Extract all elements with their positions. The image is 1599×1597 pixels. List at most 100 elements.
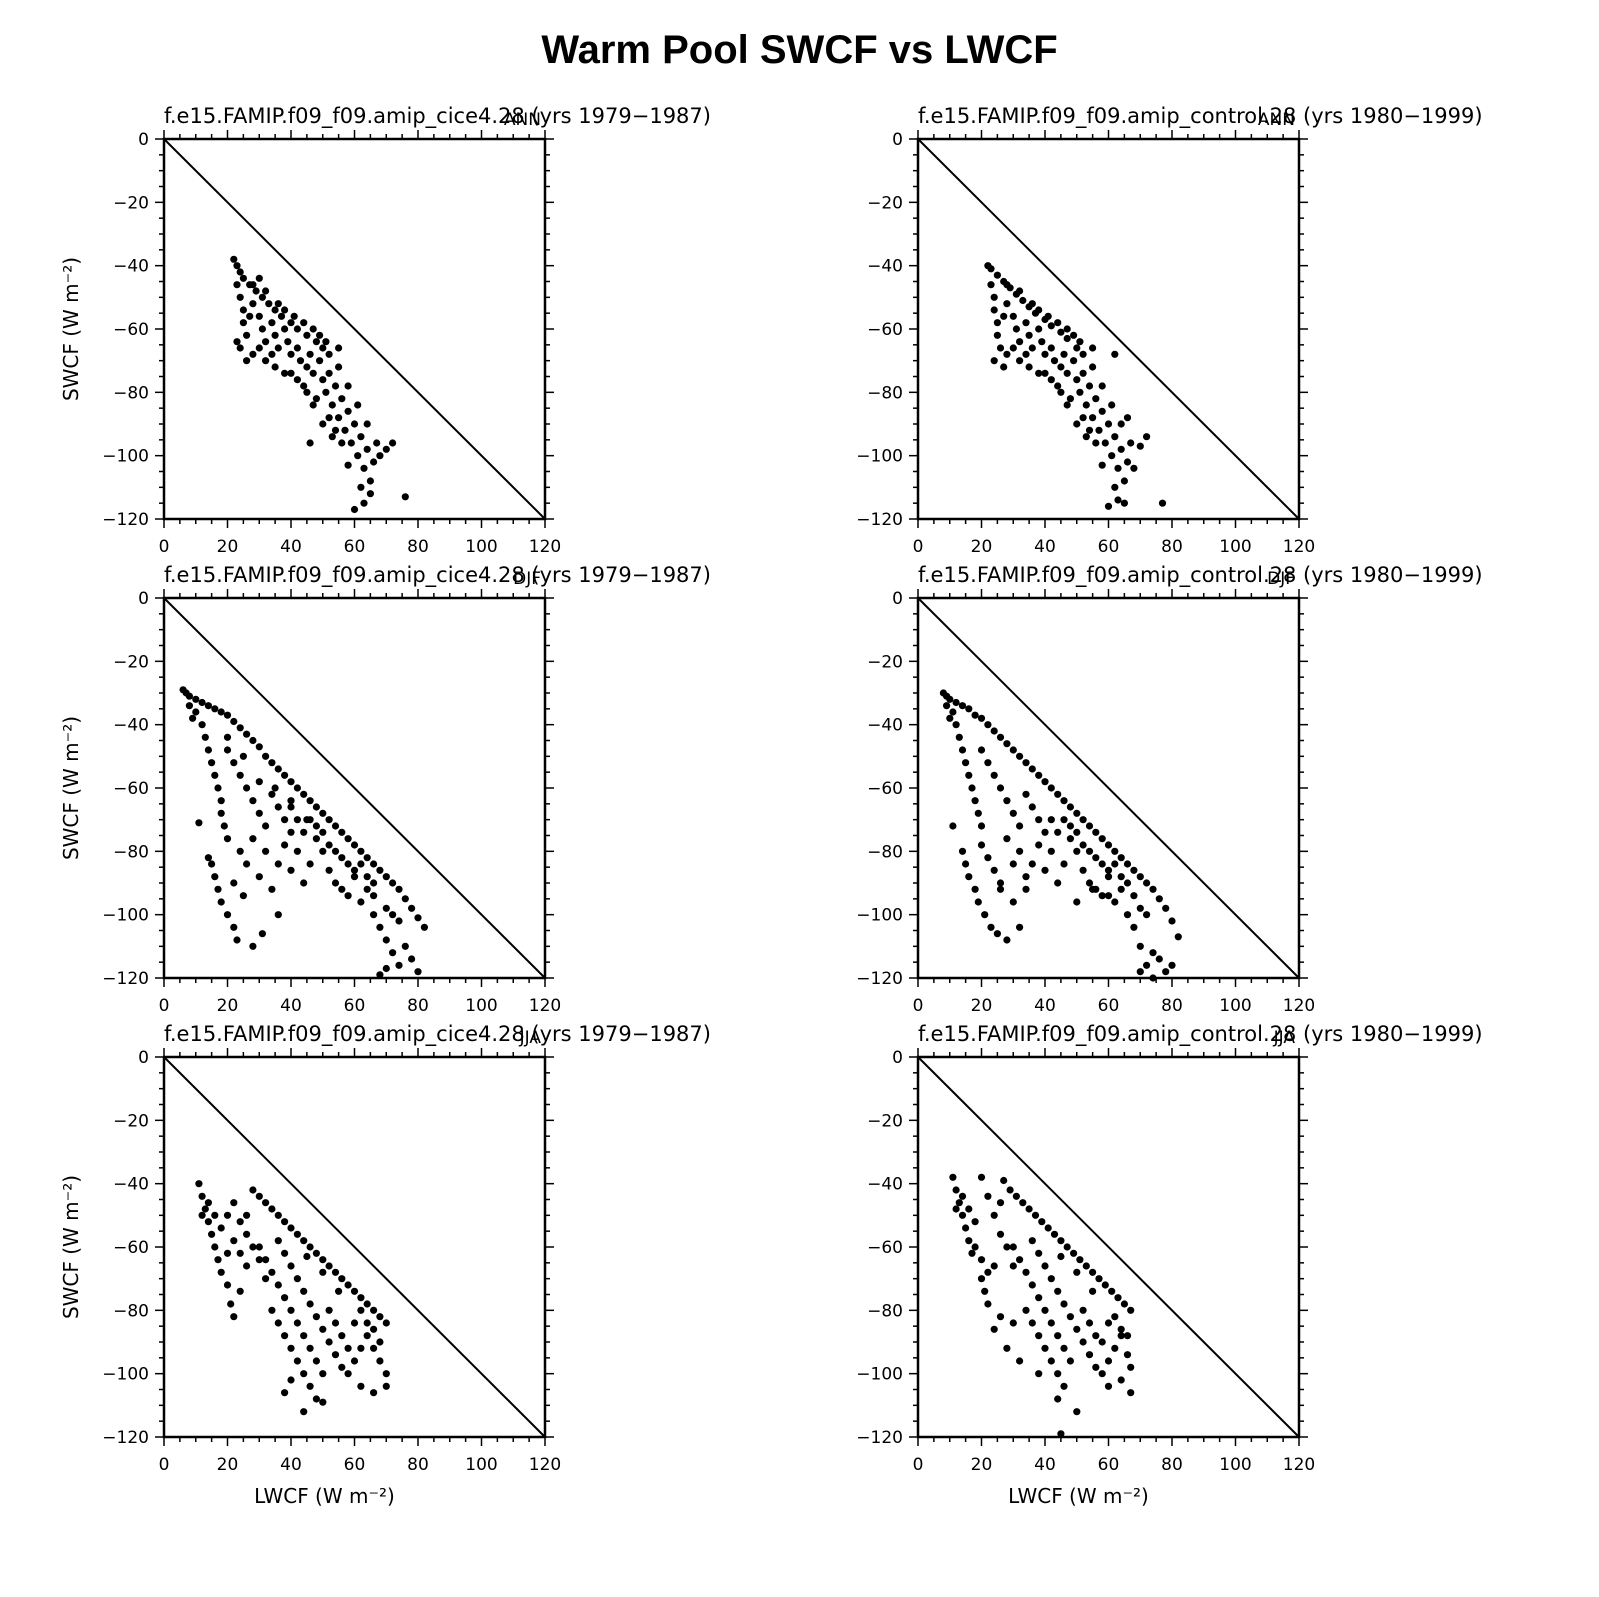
scatter-point — [1000, 363, 1008, 371]
y-tick-label: −20 — [867, 1111, 903, 1131]
scatter-point — [243, 730, 251, 738]
scatter-point — [223, 1249, 232, 1257]
scatter-point — [1022, 790, 1030, 798]
scatter-point — [1009, 1319, 1017, 1327]
scatter-point — [331, 1351, 340, 1359]
x-tick-label: 20 — [217, 537, 239, 557]
scatter-point — [1063, 369, 1071, 377]
scatter-point — [255, 344, 263, 352]
scatter-point — [984, 854, 992, 862]
scatter-point — [1098, 461, 1106, 469]
x-tick-label: 100 — [465, 1455, 497, 1475]
scatter-point — [236, 1249, 244, 1257]
scatter-point — [293, 376, 301, 384]
scatter-point — [198, 721, 206, 729]
scatter-point — [338, 1332, 346, 1340]
scatter-point — [1079, 816, 1087, 824]
scatter-point — [262, 847, 270, 855]
scatter-point — [344, 382, 352, 390]
scatter-point — [949, 822, 957, 830]
y-tick-label: −40 — [113, 1175, 149, 1195]
scatter-point — [382, 904, 390, 912]
y-tick-label: −120 — [102, 510, 149, 530]
scatter-point — [306, 1382, 314, 1390]
y-tick-label: −40 — [867, 716, 903, 736]
scatter-point — [965, 705, 973, 713]
scatter-point — [408, 904, 416, 912]
scatter-point — [1003, 740, 1011, 748]
scatter-point — [198, 1192, 206, 1200]
scatter-point — [1127, 1389, 1135, 1397]
scatter-point — [1092, 1332, 1100, 1340]
scatter-point — [214, 885, 222, 893]
scatter-point — [370, 879, 378, 887]
scatter-point — [312, 395, 320, 403]
scatter-point — [262, 1275, 270, 1283]
scatter-point — [271, 331, 279, 339]
scatter-point — [322, 338, 330, 346]
scatter-point — [376, 1338, 384, 1346]
scatter-point — [271, 363, 279, 371]
scatter-point — [1063, 401, 1071, 409]
scatter-point — [1111, 1344, 1119, 1352]
y-axis-title: SWCF (W m⁻²) — [59, 1175, 83, 1319]
scatter-point — [1000, 312, 1008, 320]
x-tick-label: 100 — [465, 537, 497, 557]
y-tick-label: −60 — [867, 779, 903, 799]
scatter-point — [217, 1224, 225, 1232]
x-tick-label: 40 — [1034, 537, 1056, 557]
scatter-point — [249, 942, 257, 950]
scatter-point — [962, 1224, 970, 1232]
scatter-point — [987, 923, 995, 931]
scatter-point — [1070, 331, 1078, 339]
scatter-point — [977, 714, 986, 722]
scatter-point — [1057, 1237, 1065, 1245]
scatter-point — [1155, 955, 1163, 963]
x-axis-title: LWCF (W m⁻²) — [254, 1484, 395, 1508]
scatter-point — [1019, 296, 1027, 305]
scatter-point — [208, 860, 216, 868]
scatter-point — [363, 1332, 371, 1340]
scatter-point — [1012, 1192, 1021, 1200]
x-tick-label: 20 — [971, 1455, 993, 1475]
scatter-point — [293, 1230, 301, 1238]
y-tick-label: −100 — [856, 906, 903, 926]
scatter-point — [1123, 1351, 1132, 1359]
scatter-point — [1143, 961, 1151, 969]
scatter-point — [1066, 1357, 1074, 1365]
y-tick-label: −60 — [113, 779, 149, 799]
scatter-point — [1079, 350, 1087, 358]
scatter-point — [990, 306, 998, 314]
scatter-point — [319, 344, 327, 352]
scatter-point — [1158, 499, 1167, 507]
scatter-point — [195, 819, 203, 827]
scatter-point — [389, 949, 397, 957]
scatter-point — [993, 319, 1002, 327]
scatter-point — [1130, 923, 1138, 931]
scatter-point — [255, 1243, 263, 1251]
scatter-point — [408, 955, 416, 963]
scatter-point — [1009, 1262, 1017, 1270]
scatter-point — [274, 1281, 282, 1289]
scatter-point — [249, 1243, 257, 1251]
scatter-point — [1035, 771, 1043, 779]
scatter-point — [1136, 942, 1144, 950]
scatter-point — [300, 382, 308, 390]
scatter-point — [319, 1370, 327, 1378]
scatter-point — [1035, 816, 1043, 824]
scatter-point — [946, 714, 954, 722]
scatter-point — [331, 382, 340, 390]
scatter-point — [249, 350, 257, 358]
scatter-point — [319, 1268, 327, 1276]
scatter-point — [287, 1376, 295, 1384]
scatter-point — [350, 505, 359, 514]
scatter-point — [262, 338, 270, 346]
y-tick-label: −20 — [113, 193, 149, 213]
scatter-point — [1054, 1370, 1062, 1378]
scatter-point — [1041, 866, 1049, 874]
scatter-point — [1047, 847, 1055, 855]
scatter-point — [990, 1262, 998, 1270]
scatter-point — [309, 325, 317, 333]
scatter-point — [1054, 1395, 1062, 1403]
scatter-point — [319, 1256, 327, 1264]
